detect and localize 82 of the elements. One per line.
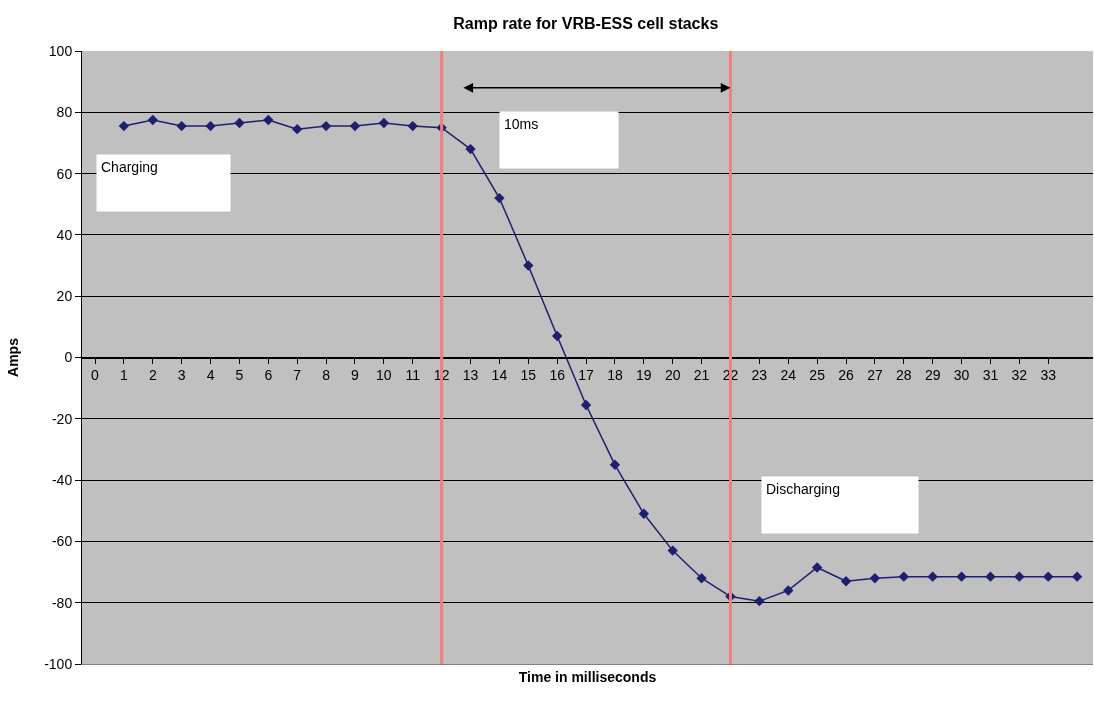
annotation: 10ms xyxy=(504,116,539,132)
point xyxy=(147,114,158,126)
x-tick-label: 27 xyxy=(867,367,883,384)
point xyxy=(667,545,678,556)
point xyxy=(1014,571,1025,582)
point xyxy=(292,123,303,135)
x-tick-label: 25 xyxy=(809,367,826,384)
point xyxy=(118,120,130,132)
point xyxy=(234,117,245,129)
x-tick-label: 7 xyxy=(293,367,302,384)
annotation: Discharging xyxy=(766,481,840,497)
y-tick-label: 100 xyxy=(48,42,73,59)
point xyxy=(494,192,505,204)
point xyxy=(956,571,967,582)
point xyxy=(378,117,390,129)
point xyxy=(754,595,765,607)
x-tick-label: 4 xyxy=(206,367,215,384)
y-tick-label: -100 xyxy=(44,655,73,672)
y-tick-label: 60 xyxy=(56,165,73,182)
x-tick-label: 24 xyxy=(780,367,797,384)
x-tick-label: 23 xyxy=(751,367,768,384)
point xyxy=(320,120,332,132)
point xyxy=(869,572,881,584)
chart-title: Ramp rate for VRB-ESS cell stacks xyxy=(453,14,719,32)
x-tick-label: 11 xyxy=(405,367,421,384)
x-tick-label: 29 xyxy=(924,367,941,384)
point xyxy=(551,330,563,342)
x-tick-label: 18 xyxy=(607,367,623,384)
x-axis-title: Time in milliseconds xyxy=(518,669,657,686)
x-tick-label: 10 xyxy=(376,367,392,384)
point xyxy=(349,120,361,132)
x-tick-label: 19 xyxy=(636,367,652,384)
point xyxy=(205,120,216,132)
y-tick-label: 40 xyxy=(56,226,73,243)
point xyxy=(898,571,909,582)
point xyxy=(811,562,823,573)
point xyxy=(609,459,621,470)
point xyxy=(696,572,707,584)
x-tick-label: 2 xyxy=(148,367,157,384)
point xyxy=(783,585,794,596)
point xyxy=(840,576,852,587)
x-tick-label: 26 xyxy=(838,367,855,384)
point xyxy=(465,143,476,155)
x-tick-label: 0 xyxy=(91,367,100,384)
x-tick-label: 15 xyxy=(520,367,537,384)
point xyxy=(1043,571,1054,582)
y-tick-label: 80 xyxy=(56,104,73,121)
point xyxy=(523,260,534,271)
point xyxy=(927,571,938,582)
point xyxy=(1071,571,1083,582)
x-tick-label: 13 xyxy=(462,367,479,384)
y-tick-label: -60 xyxy=(51,533,73,550)
x-tick-label: 12 xyxy=(433,367,450,384)
point xyxy=(638,508,650,520)
point xyxy=(263,114,274,126)
x-tick-label: 8 xyxy=(322,367,331,384)
point xyxy=(985,571,996,582)
x-tick-label: 28 xyxy=(896,367,912,384)
y-tick-label: -40 xyxy=(51,472,73,488)
annotation: Charging xyxy=(101,159,158,175)
x-tick-label: 1 xyxy=(119,367,128,384)
y-tick-label: -20 xyxy=(51,410,73,427)
y-tick-label: 20 xyxy=(56,288,73,305)
x-tick-label: 16 xyxy=(549,367,566,384)
y-tick-label: 0 xyxy=(64,349,73,366)
x-tick-label: 21 xyxy=(693,367,710,384)
x-tick-label: 30 xyxy=(953,367,970,384)
x-tick-label: 14 xyxy=(491,367,508,384)
x-tick-label: 5 xyxy=(235,367,244,384)
point xyxy=(580,399,592,411)
x-tick-label: 3 xyxy=(177,367,186,384)
y-axis-title: Amps xyxy=(4,337,21,377)
x-tick-label: 33 xyxy=(1040,367,1057,384)
x-tick-label: 31 xyxy=(982,367,999,384)
x-tick-label: 6 xyxy=(264,367,273,384)
point xyxy=(407,120,418,132)
y-tick-label: -80 xyxy=(51,594,73,611)
x-tick-label: 9 xyxy=(351,367,360,384)
point xyxy=(176,120,187,132)
x-tick-label: 17 xyxy=(578,367,595,384)
x-tick-label: 20 xyxy=(664,367,681,384)
x-tick-label: 32 xyxy=(1011,367,1028,384)
